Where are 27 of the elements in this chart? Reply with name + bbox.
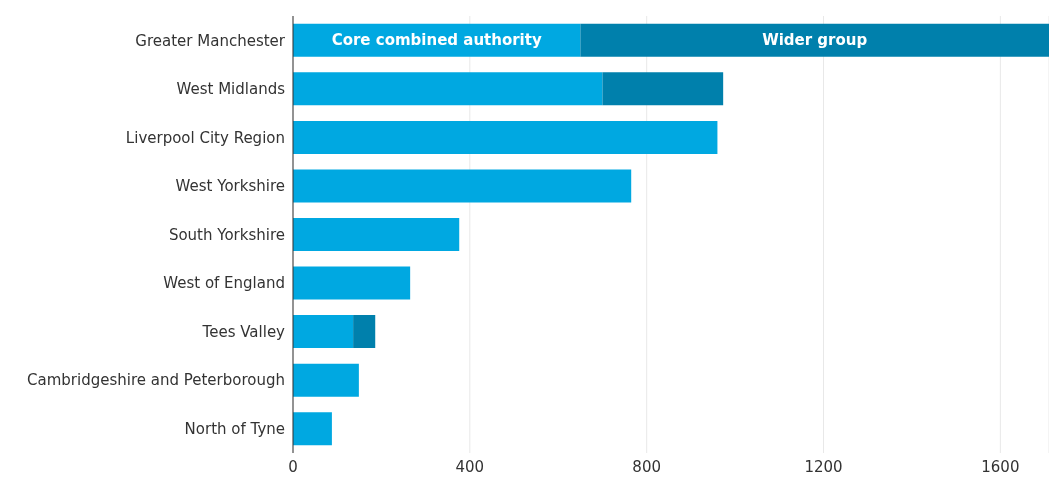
series-label: Core combined authority <box>331 31 542 50</box>
x-tick-label: 1600 <box>981 457 1020 476</box>
x-tick-label: 0 <box>288 457 298 476</box>
bar <box>293 315 354 349</box>
bar <box>293 412 332 446</box>
bar <box>580 23 1049 57</box>
y-tick-label: South Yorkshire <box>168 225 285 244</box>
x-tick-label: 1200 <box>804 457 843 476</box>
bar <box>293 72 603 106</box>
x-tick-label: 800 <box>632 457 661 476</box>
bar <box>293 266 411 300</box>
y-tick-label: Greater Manchester <box>135 31 286 50</box>
y-tick-label: North of Tyne <box>184 420 285 439</box>
y-tick-label: West Midlands <box>176 80 286 99</box>
y-tick-label: Cambridgeshire and Peterborough <box>27 371 285 390</box>
y-tick-label: Liverpool City Region <box>125 128 285 147</box>
y-tick-label: Tees Valley <box>201 322 286 341</box>
bar <box>602 72 724 106</box>
y-tick-label: West Yorkshire <box>175 177 285 196</box>
bar <box>293 169 632 203</box>
bar <box>293 363 359 397</box>
x-tick-label: 400 <box>455 457 485 476</box>
bar <box>293 120 718 154</box>
series-label: Wider group <box>762 31 868 50</box>
bar <box>353 315 376 349</box>
y-tick-label: West of England <box>163 274 285 293</box>
bar <box>293 217 460 251</box>
